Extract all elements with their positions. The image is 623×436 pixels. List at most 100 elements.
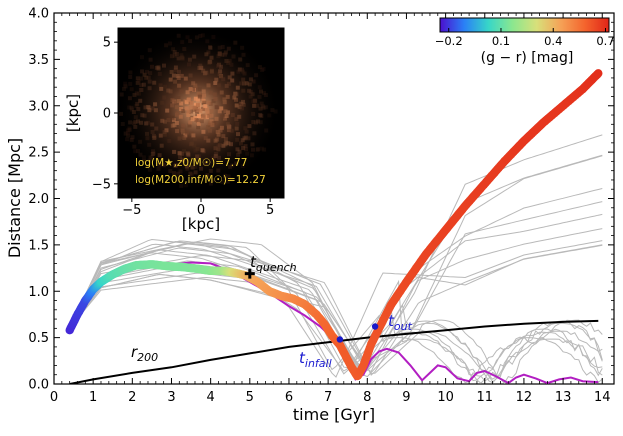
inset-ticks: −5 −5 0 0 5 5 [92, 36, 274, 218]
inset-pixel [140, 69, 145, 74]
inset-pixel [150, 152, 155, 156]
inset-pixel [223, 142, 228, 147]
inset-pixel [242, 81, 246, 86]
inset-pixel [176, 171, 181, 176]
inset-pixel [137, 91, 141, 96]
inset-pixel [202, 100, 207, 105]
inset-pixel [185, 130, 189, 135]
inset-pixel [128, 75, 133, 79]
inset-pixel [185, 35, 190, 40]
background-orbit-line [69, 243, 603, 367]
inset-pixel [163, 119, 167, 124]
inset-pixel [205, 173, 210, 178]
inset-pixel [212, 156, 217, 161]
background-orbit-line [69, 273, 603, 384]
inset-pixel [243, 144, 248, 149]
inset-x-label: [kpc] [182, 215, 220, 233]
inset-pixel [180, 55, 185, 60]
inset-pixel [208, 128, 212, 133]
inset-pixel [229, 128, 234, 133]
inset-pixel [135, 76, 140, 81]
inset-pixel [206, 100, 211, 105]
inset-pixel [127, 96, 132, 101]
inset-pixel [127, 105, 132, 110]
inset-pixel [236, 152, 241, 157]
inset-pixel [200, 148, 205, 153]
inset-pixel [223, 176, 228, 181]
inset-pixel [250, 142, 255, 147]
inset-pixel [175, 176, 180, 181]
inset-pixel [148, 71, 153, 76]
inset-pixel [232, 95, 237, 100]
inset-pixel [162, 130, 167, 135]
inset-pixel [240, 67, 244, 72]
inset-pixel [171, 118, 176, 123]
inset-pixel [168, 89, 173, 94]
inset-pixel [228, 164, 233, 169]
inset-pixel [258, 106, 263, 111]
inset-pixel [227, 124, 232, 129]
inset-pixel [119, 111, 123, 116]
inset-pixel [201, 113, 206, 118]
inset-pixel [226, 81, 231, 86]
inset-pixel [170, 98, 175, 103]
inset-pixel [193, 83, 198, 88]
inset-pixel [189, 101, 194, 106]
inset-pixel [222, 116, 227, 121]
inset-pixel [192, 54, 197, 59]
inset-pixel [251, 147, 255, 152]
magenta-orbit-line [68, 261, 599, 384]
inset-pixel [200, 107, 205, 112]
inset-pixel [188, 105, 193, 110]
inset-pixel [182, 149, 187, 154]
magenta-orbit-layer [68, 261, 599, 384]
inset-pixel [189, 172, 194, 177]
inset-pixel [237, 114, 242, 119]
inset-pixel [209, 109, 214, 114]
inset-pixel [138, 152, 143, 157]
inset-pixel [128, 120, 133, 125]
y-tick-label: 1.0 [28, 285, 49, 300]
inset-pixel [178, 114, 183, 119]
inset-pixel [158, 133, 163, 138]
inset-pixel [136, 149, 140, 154]
inset-pixel [190, 117, 195, 122]
inset-pixel [213, 138, 218, 143]
inset-pixel [129, 105, 134, 110]
inset-pixel [145, 120, 150, 125]
inset-pixel [210, 123, 215, 127]
inset-pixel [241, 146, 246, 150]
inset-pixel [213, 97, 218, 101]
inset-pixel [220, 180, 225, 185]
inset-pixel [259, 101, 264, 106]
inset-pixel [179, 107, 184, 111]
inset-pixel [262, 147, 267, 152]
inset-pixel [119, 92, 124, 97]
inset-pixel [240, 138, 245, 143]
inset-pixel [183, 76, 188, 81]
inset-pixel [203, 161, 208, 166]
inset-pixel [213, 154, 218, 159]
inset-pixel [188, 142, 193, 147]
inset-pixel [258, 113, 263, 118]
inset-pixel [243, 126, 248, 131]
inset-pixel [260, 68, 265, 72]
inset-pixel [217, 62, 221, 67]
inset-pixel [125, 137, 130, 142]
inset-pixel [217, 45, 222, 50]
inset-pixel [203, 104, 208, 109]
inset-pixel [139, 83, 144, 88]
inset-pixel [238, 102, 243, 107]
y-axis-ticks: 0.0 0.5 1.0 1.5 2.0 2.5 3.0 3.5 4.0 [28, 7, 614, 393]
inset-pixel [142, 113, 147, 118]
inset-pixel [259, 146, 264, 151]
inset-pixel [157, 153, 162, 158]
inset-pixel [209, 69, 214, 74]
inset-pixel [140, 55, 144, 60]
x-tick-label: 6 [285, 390, 293, 405]
inset-pixel [167, 138, 172, 143]
inset-pixel [132, 144, 137, 149]
t-quench-label: tquench [250, 253, 297, 274]
inset-pixel [154, 126, 159, 131]
